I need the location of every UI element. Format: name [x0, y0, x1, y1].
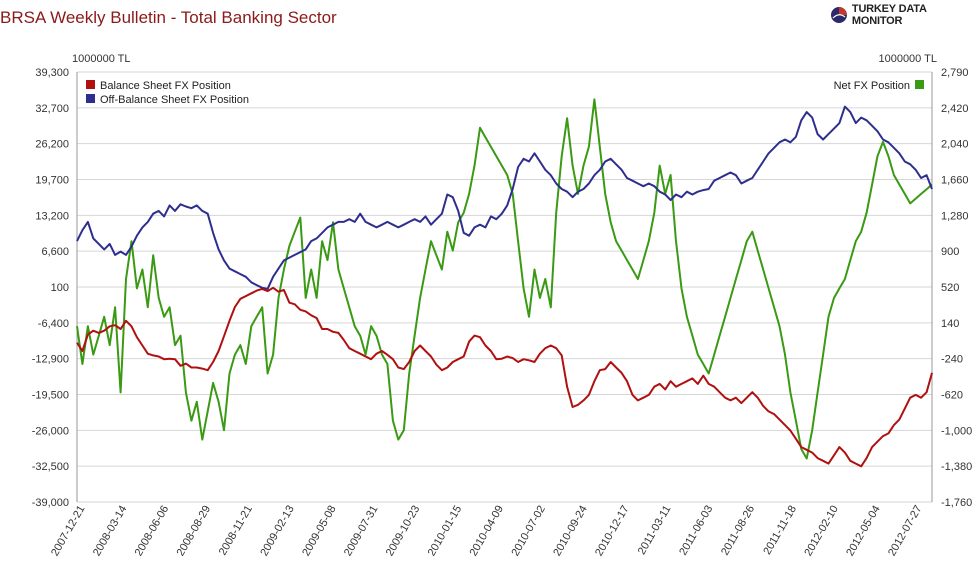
right-tick-label: 1,660 [941, 175, 969, 187]
series-line-net-fx-position [76, 98, 933, 460]
right-tick-label: -240 [941, 354, 963, 366]
left-tick-label: 6,600 [41, 246, 69, 258]
legend-label-off-balance-sheet: Off-Balance Sheet FX Position [100, 94, 249, 106]
legend-left: Balance Sheet FX Position Off-Balance Sh… [86, 80, 249, 106]
x-tick-label: 2010-09-24 [551, 504, 590, 559]
series-lines [76, 98, 933, 468]
left-tick-label: -26,000 [32, 425, 69, 437]
x-tick-label: 2010-07-02 [509, 504, 548, 559]
left-tick-label: -19,500 [32, 390, 69, 402]
x-tick-label: 2009-10-23 [384, 504, 423, 559]
x-tick-label: 2012-02-10 [802, 504, 841, 559]
left-tick-label: 13,200 [35, 210, 69, 222]
x-tick-label: 2009-07-31 [342, 504, 381, 559]
x-tick-label: 2012-05-04 [844, 504, 883, 559]
left-tick-label: 100 [51, 282, 69, 294]
left-tick-label: 19,700 [35, 175, 69, 187]
series-line-balance-sheet-fx-position [76, 286, 933, 468]
left-tick-label: -39,000 [32, 497, 69, 509]
right-tick-label: 140 [941, 318, 959, 330]
legend-right: Net FX Position [834, 80, 924, 92]
right-tick-label: -1,000 [941, 425, 972, 437]
x-tick-label: 2010-04-09 [468, 504, 507, 559]
right-axis: 2,790 2,420 2,040 1,660 1,280 900 520 140 -240 -6… [941, 67, 972, 509]
right-tick-label: 2,790 [941, 67, 969, 79]
left-tick-label: 32,700 [35, 103, 69, 115]
x-tick-label: 2008-08-29 [175, 504, 214, 559]
left-tick-label: -32,500 [32, 461, 69, 473]
legend-swatch-balance-sheet [86, 80, 95, 89]
x-tick-label: 2007-12-21 [49, 504, 88, 559]
legend-swatch-net-fx [915, 80, 924, 89]
left-axis: 39,300 32,700 26,200 19,700 13,200 6,600 100 -6… [32, 67, 69, 509]
left-tick-label: -6,400 [38, 318, 69, 330]
brand-name: TURKEY DATA MONITOR [851, 3, 927, 27]
x-tick-label: 2010-01-15 [426, 504, 465, 559]
x-tick-label: 2012-07-27 [886, 504, 925, 559]
chart-title: BRSA Weekly Bulletin - Total Banking Sec… [0, 8, 337, 27]
grid-lines [76, 71, 933, 503]
right-tick-label: 900 [941, 246, 959, 258]
left-tick-label: -12,900 [32, 354, 69, 366]
x-tick-label: 2011-03-11 [636, 504, 674, 557]
right-tick-label: -1,760 [941, 497, 972, 509]
right-axis-unit: 1000000 TL [878, 53, 937, 65]
x-tick-label: 2011-11-18 [761, 504, 799, 557]
right-tick-label: -620 [941, 390, 963, 402]
series-line-off-balance-sheet-fx-position [76, 105, 933, 290]
x-tick-label: 2010-12-17 [593, 504, 632, 559]
x-axis: 2007-12-21 2008-03-14 2008-06-06 2008-08-29… [49, 504, 925, 559]
x-tick-label: 2009-02-13 [258, 504, 297, 559]
left-tick-label: 39,300 [35, 67, 69, 79]
x-tick-label: 2008-11-21 [217, 504, 255, 558]
legend-swatch-off-balance-sheet [86, 94, 95, 103]
brand-globe-icon [830, 7, 847, 23]
legend-label-balance-sheet: Balance Sheet FX Position [100, 80, 231, 92]
right-tick-label: -1,380 [941, 461, 972, 473]
right-tick-label: 2,040 [941, 139, 969, 151]
left-tick-label: 26,200 [35, 139, 69, 151]
legend-label-net-fx: Net FX Position [834, 80, 910, 92]
x-tick-label: 2008-03-14 [91, 504, 130, 559]
brand-logo[interactable]: TURKEY DATA MONITOR [830, 3, 979, 27]
right-tick-label: 2,420 [941, 103, 969, 115]
x-tick-label: 2009-05-08 [300, 504, 339, 559]
x-tick-label: 2008-06-06 [133, 504, 172, 559]
right-tick-label: 520 [941, 282, 959, 294]
left-axis-unit: 1000000 TL [72, 53, 131, 65]
right-tick-label: 1,280 [941, 210, 969, 222]
x-tick-label: 2011-08-26 [719, 504, 757, 558]
x-tick-label: 2011-06-03 [677, 504, 715, 558]
